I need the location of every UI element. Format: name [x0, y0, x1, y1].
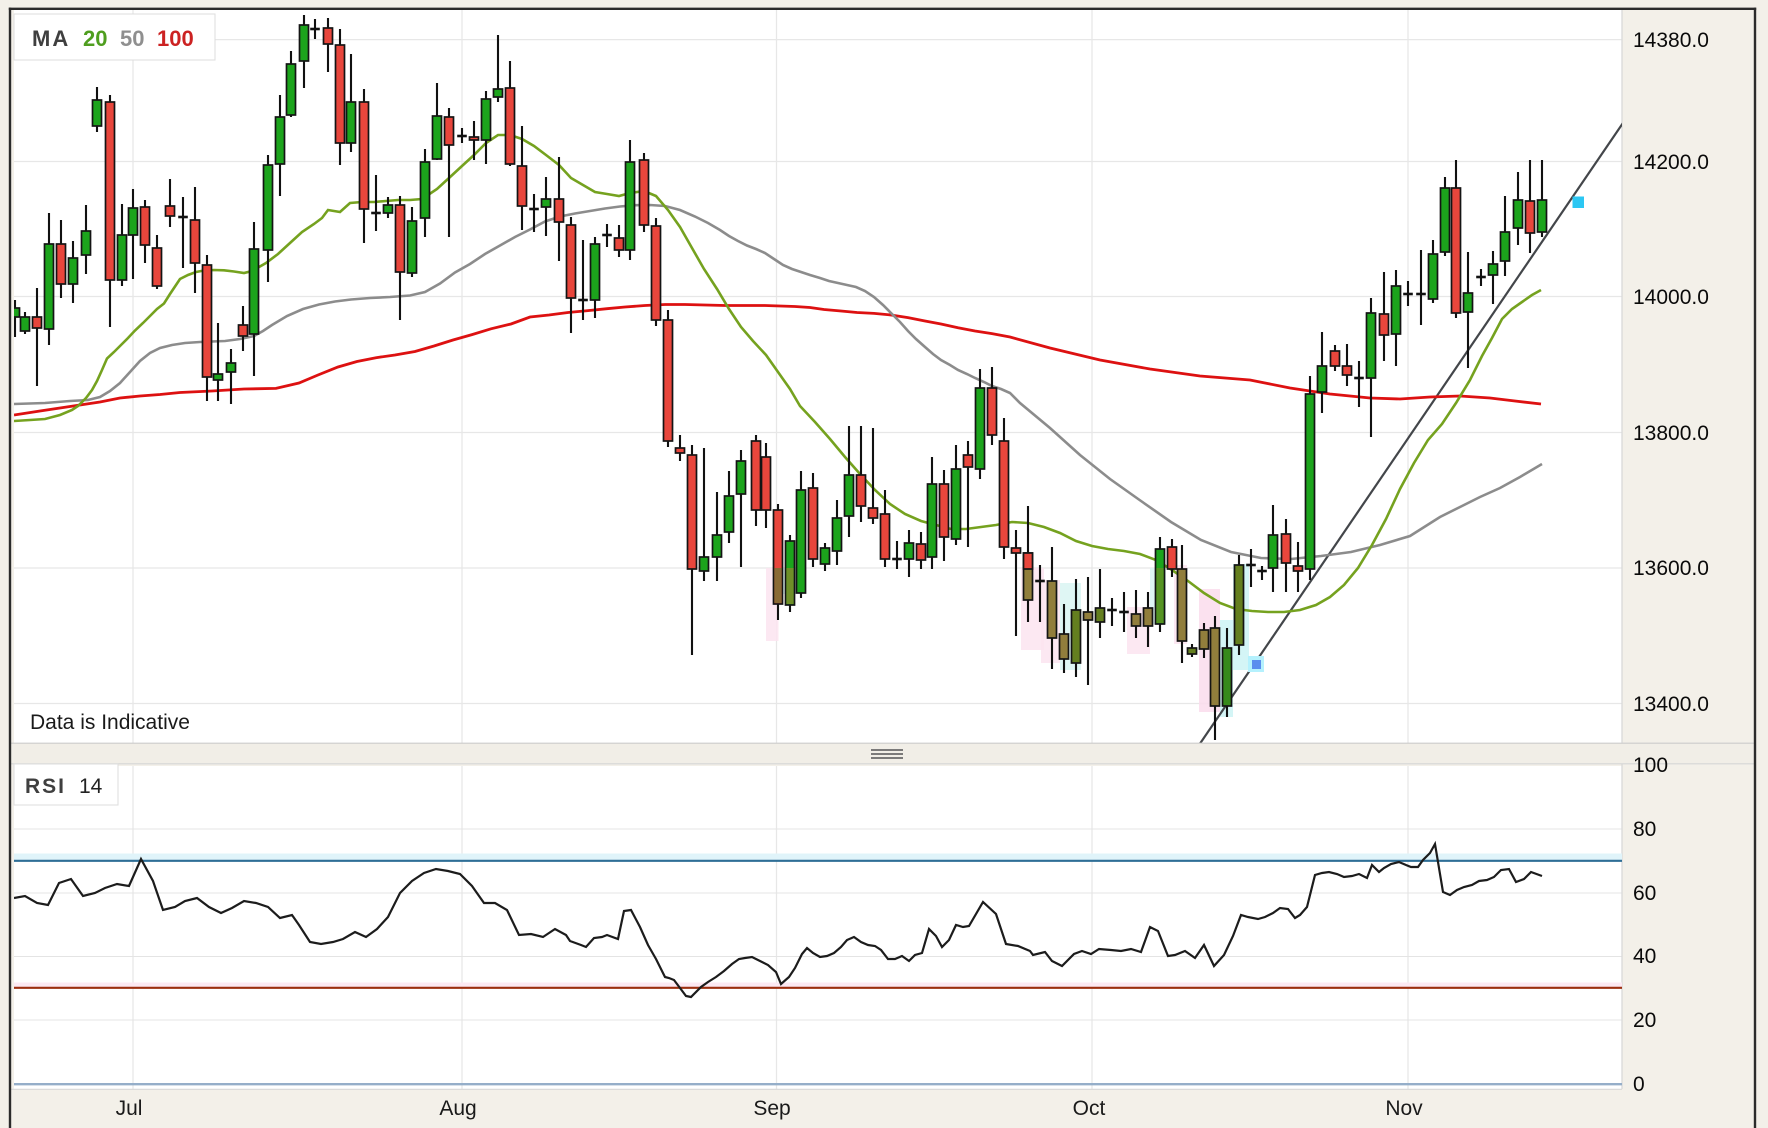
- svg-text:0: 0: [1633, 1073, 1645, 1096]
- svg-text:100: 100: [1633, 754, 1668, 777]
- svg-text:80: 80: [1633, 818, 1656, 841]
- svg-text:Jul: Jul: [116, 1097, 143, 1120]
- svg-text:14: 14: [79, 775, 103, 798]
- svg-text:40: 40: [1633, 945, 1656, 968]
- svg-text:13400.0: 13400.0: [1633, 693, 1709, 716]
- svg-text:14000.0: 14000.0: [1633, 286, 1709, 309]
- svg-text:Oct: Oct: [1073, 1097, 1106, 1120]
- svg-text:60: 60: [1633, 882, 1656, 905]
- svg-text:Aug: Aug: [439, 1097, 476, 1120]
- svg-text:50: 50: [120, 26, 144, 51]
- svg-text:100: 100: [157, 26, 194, 51]
- svg-text:20: 20: [83, 26, 107, 51]
- svg-text:13600.0: 13600.0: [1633, 557, 1709, 580]
- svg-text:RSI: RSI: [25, 775, 66, 798]
- svg-text:Sep: Sep: [753, 1097, 790, 1120]
- svg-text:MA: MA: [32, 26, 70, 51]
- svg-text:14200.0: 14200.0: [1633, 151, 1709, 174]
- svg-text:13800.0: 13800.0: [1633, 422, 1709, 445]
- svg-text:14380.0: 14380.0: [1633, 29, 1709, 52]
- svg-text:Data is Indicative: Data is Indicative: [30, 711, 190, 734]
- svg-text:Nov: Nov: [1385, 1097, 1423, 1120]
- svg-text:20: 20: [1633, 1009, 1656, 1032]
